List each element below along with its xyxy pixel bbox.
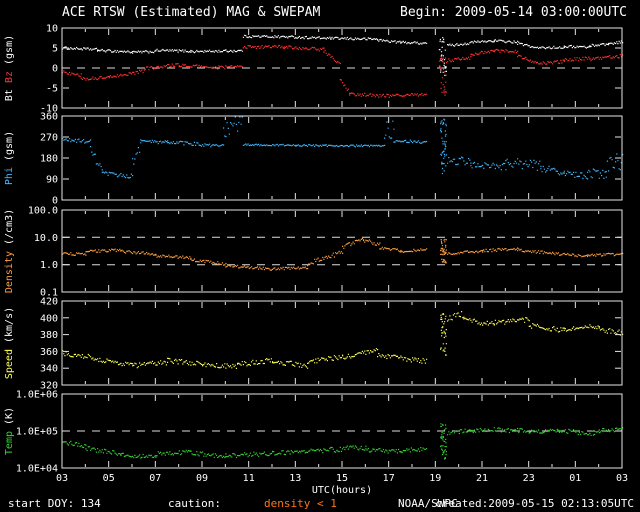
y-axis-label-density: Density (/cm3)	[4, 209, 15, 293]
y-axis-label-phi: Phi (gsm)	[4, 131, 15, 185]
svg-text:1.0E+06: 1.0E+06	[16, 390, 58, 401]
x-axis: 03 05 07 09 11 13 15 17 19 21 23 01 03 UTC(hours)	[56, 473, 628, 496]
y-axis-label-mag: Bt Bz (gsm)	[4, 35, 15, 101]
plot-title: ACE RTSW (Estimated) MAG & SWEPAM	[62, 5, 321, 20]
svg-text:17: 17	[383, 473, 395, 484]
svg-text:1.0: 1.0	[40, 260, 58, 271]
svg-text:19: 19	[429, 473, 441, 484]
source-label: NOAA/SWPC	[398, 497, 458, 510]
svg-text:09: 09	[196, 473, 208, 484]
y-axis-label-speed: Speed (km/s)	[4, 307, 15, 379]
header: ACE RTSW (Estimated) MAG & SWEPAM Begin:…	[0, 5, 640, 21]
svg-text:340: 340	[40, 364, 58, 375]
svg-text:380: 380	[40, 330, 58, 341]
svg-text:10: 10	[46, 24, 58, 35]
svg-text:180: 180	[40, 154, 58, 165]
svg-text:11: 11	[243, 473, 255, 484]
panel-density: 100.0 10.0 1.0 0.1 Density (/cm3)	[4, 206, 624, 299]
svg-text:0: 0	[52, 196, 58, 207]
svg-text:13: 13	[289, 473, 301, 484]
svg-text:400: 400	[40, 313, 58, 324]
panel-phi: 360 270 180 90 0 Phi (gsm)	[4, 112, 624, 207]
x-axis-title: UTC(hours)	[312, 485, 372, 496]
svg-text:420: 420	[40, 297, 58, 308]
svg-text:01: 01	[569, 473, 581, 484]
svg-text:1.0E+05: 1.0E+05	[16, 427, 58, 438]
svg-text:320: 320	[40, 381, 58, 392]
svg-text:21: 21	[476, 473, 488, 484]
start-doy-label: start DOY: 134	[8, 497, 101, 510]
svg-text:0.1: 0.1	[40, 288, 58, 299]
svg-text:23: 23	[523, 473, 535, 484]
y-axis-label-temp: Temp (K)	[4, 407, 15, 455]
svg-text:07: 07	[149, 473, 161, 484]
svg-text:-10: -10	[40, 104, 58, 115]
panel-mag: 10 5 0 -5 -10 Bt Bz (gsm)	[4, 24, 624, 115]
svg-text:05: 05	[103, 473, 115, 484]
svg-text:10.0: 10.0	[34, 233, 58, 244]
svg-text:-5: -5	[46, 84, 58, 95]
svg-text:100.0: 100.0	[28, 206, 58, 217]
begin-timestamp: Begin: 2009-05-14 03:00:00UTC	[400, 5, 627, 20]
footer: start DOY: 134 caution: density < 1 NOAA…	[0, 497, 640, 511]
svg-text:1.0E+04: 1.0E+04	[16, 464, 58, 475]
svg-text:03: 03	[56, 473, 68, 484]
created-timestamp: created:2009-05-15 02:13:05UTC	[435, 497, 634, 510]
caution-value: density < 1	[264, 497, 337, 510]
svg-text:5: 5	[52, 44, 58, 55]
svg-text:15: 15	[336, 473, 348, 484]
panel-speed: 420 400 380 360 340 320 Speed (km/s)	[4, 297, 624, 392]
svg-text:0: 0	[52, 64, 58, 75]
svg-text:360: 360	[40, 347, 58, 358]
svg-text:360: 360	[40, 112, 58, 123]
svg-text:270: 270	[40, 133, 58, 144]
svg-text:90: 90	[46, 175, 58, 186]
svg-text:03: 03	[616, 473, 628, 484]
caution-label: caution:	[168, 497, 221, 510]
